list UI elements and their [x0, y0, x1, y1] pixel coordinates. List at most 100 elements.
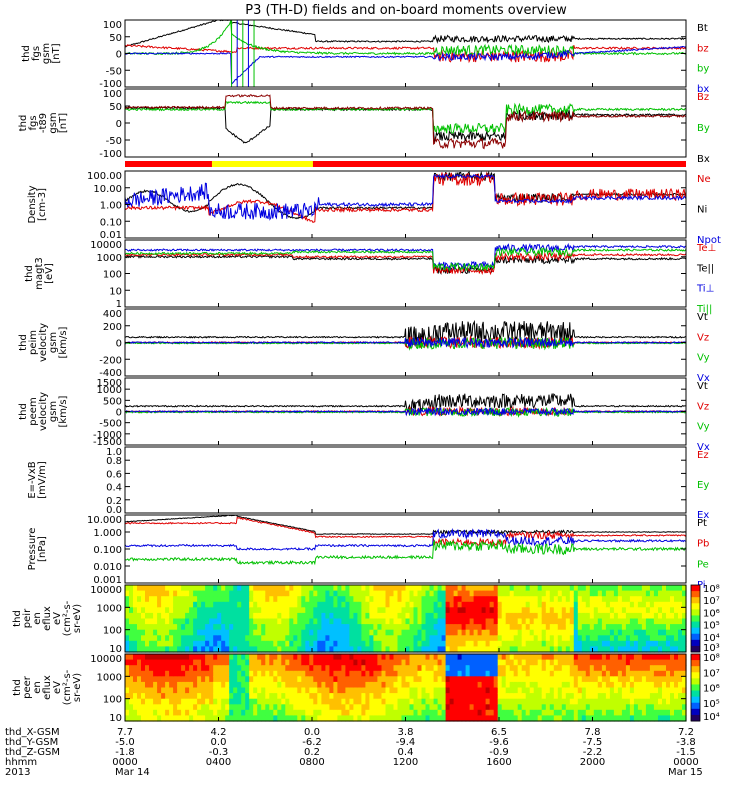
spectrogram-cell: [277, 590, 282, 597]
spectrogram-cell: [341, 624, 346, 631]
spectrogram-cell: [309, 670, 314, 677]
spectrogram-cell: [197, 601, 202, 608]
spectrogram-cell: [501, 659, 507, 666]
spectrogram-cell: [357, 665, 362, 672]
spectrogram-cell: [285, 607, 290, 614]
spectrogram-cell: [401, 646, 407, 653]
spectrogram-cell: [509, 590, 515, 597]
spectrogram-cell: [173, 635, 178, 642]
spectrogram-cell: [277, 635, 282, 642]
spectrogram-cell: [437, 629, 443, 636]
spectrogram-cell: [161, 654, 166, 661]
spectrogram-cell: [377, 635, 382, 642]
spectrogram-cell: [133, 601, 138, 608]
spectrogram-cell: [233, 590, 238, 597]
spectrogram-cell: [601, 676, 607, 683]
spectrogram-cell: [345, 590, 350, 597]
spectrogram-cell: [513, 601, 519, 608]
spectrogram-cell: [237, 693, 242, 700]
spectrogram-cell: [333, 585, 338, 592]
spectrogram-cell: [513, 693, 519, 700]
spectrogram-cell: [265, 635, 270, 642]
spectrogram-cell: [421, 715, 427, 722]
spectrogram-cell: [349, 607, 354, 614]
spectrogram-cell: [305, 698, 310, 705]
spectrogram-cell: [553, 612, 559, 620]
spectrogram-cell: [674, 665, 679, 672]
spectrogram-cell: [678, 629, 683, 636]
spectrogram-cell: [245, 596, 250, 603]
spectrogram-cell: [457, 612, 463, 620]
spectrogram-cell: [505, 676, 511, 683]
spectrogram-cell: [469, 590, 475, 597]
y-tick-label: 0.01: [100, 230, 122, 241]
spectrogram-cell: [629, 612, 635, 620]
spectrogram-cell: [261, 704, 266, 711]
spectrogram-cell: [489, 704, 495, 711]
spectrogram-cell: [189, 676, 194, 683]
spectrogram-cell: [493, 585, 499, 592]
spectrogram-cell: [321, 693, 326, 700]
spectrogram-cell: [397, 715, 403, 722]
spectrogram-cell: [217, 635, 222, 642]
spectrogram-cell: [289, 607, 294, 614]
spectrogram-cell: [257, 601, 262, 608]
spectrogram-cell: [293, 670, 298, 677]
spectrogram-cell: [682, 698, 687, 705]
spectrogram-cell: [245, 676, 250, 683]
spectrogram-cell: [309, 659, 314, 666]
spectrogram-cell: [241, 704, 246, 711]
spectrogram-cell: [261, 585, 266, 592]
spectrogram-cell: [533, 612, 539, 620]
spectrogram-cell: [409, 681, 415, 689]
spectrogram-cell: [209, 640, 214, 647]
spectrogram-cell: [333, 715, 338, 722]
spectrogram-cell: [337, 618, 342, 625]
spectrogram-cell: [393, 709, 399, 716]
spectrogram-cell: [441, 618, 447, 625]
spectrogram-cell: [193, 601, 198, 608]
spectrogram-cell: [629, 693, 635, 700]
spectrogram-cell: [561, 681, 567, 689]
spectrogram-cell: [185, 681, 190, 689]
spectrogram-cell: [245, 607, 250, 614]
spectrogram-cell: [469, 629, 475, 636]
spectrogram-cell: [333, 624, 338, 631]
spectrogram-cell: [409, 665, 415, 672]
spectrogram-cell: [233, 624, 238, 631]
spectrogram-cell: [449, 612, 455, 620]
spectrogram-cell: [581, 715, 587, 722]
spectrogram-cell: [433, 659, 439, 666]
spectrogram-cell: [229, 715, 234, 722]
spectrogram-cell: [633, 659, 639, 666]
spectrogram-cell: [545, 646, 551, 653]
spectrogram-cell: [469, 670, 475, 677]
spectrogram-cell: [361, 618, 366, 625]
spectrogram-cell: [658, 681, 663, 689]
spectrogram-cell: [197, 618, 202, 625]
spectrogram-cell: [621, 585, 627, 592]
spectrogram-cell: [609, 624, 615, 631]
spectrogram-cell: [201, 629, 206, 636]
spectrogram-cell: [658, 709, 663, 716]
spectrogram-cell: [237, 585, 242, 592]
spectrogram-cell: [345, 640, 350, 647]
spectrogram-cell: [261, 715, 266, 722]
spectrogram-cell: [429, 618, 435, 625]
spectrogram-cell: [441, 681, 447, 689]
spectrogram-cell: [241, 698, 246, 705]
spectrogram-cell: [409, 596, 415, 603]
spectrogram-cell: [157, 607, 162, 614]
spectrogram-cell: [253, 596, 258, 603]
footer-row-label: thd_X-GSM: [5, 727, 60, 738]
spectrogram-cell: [521, 659, 527, 666]
spectrogram-cell: [437, 585, 443, 592]
spectrogram-cell: [589, 681, 595, 689]
spectrogram-cell: [189, 635, 194, 642]
spectrogram-cell: [145, 607, 150, 614]
spectrogram-cell: [525, 670, 531, 677]
spectrogram-cell: [425, 698, 431, 705]
spectrogram-cell: [509, 612, 515, 620]
spectrogram-cell: [429, 698, 435, 705]
